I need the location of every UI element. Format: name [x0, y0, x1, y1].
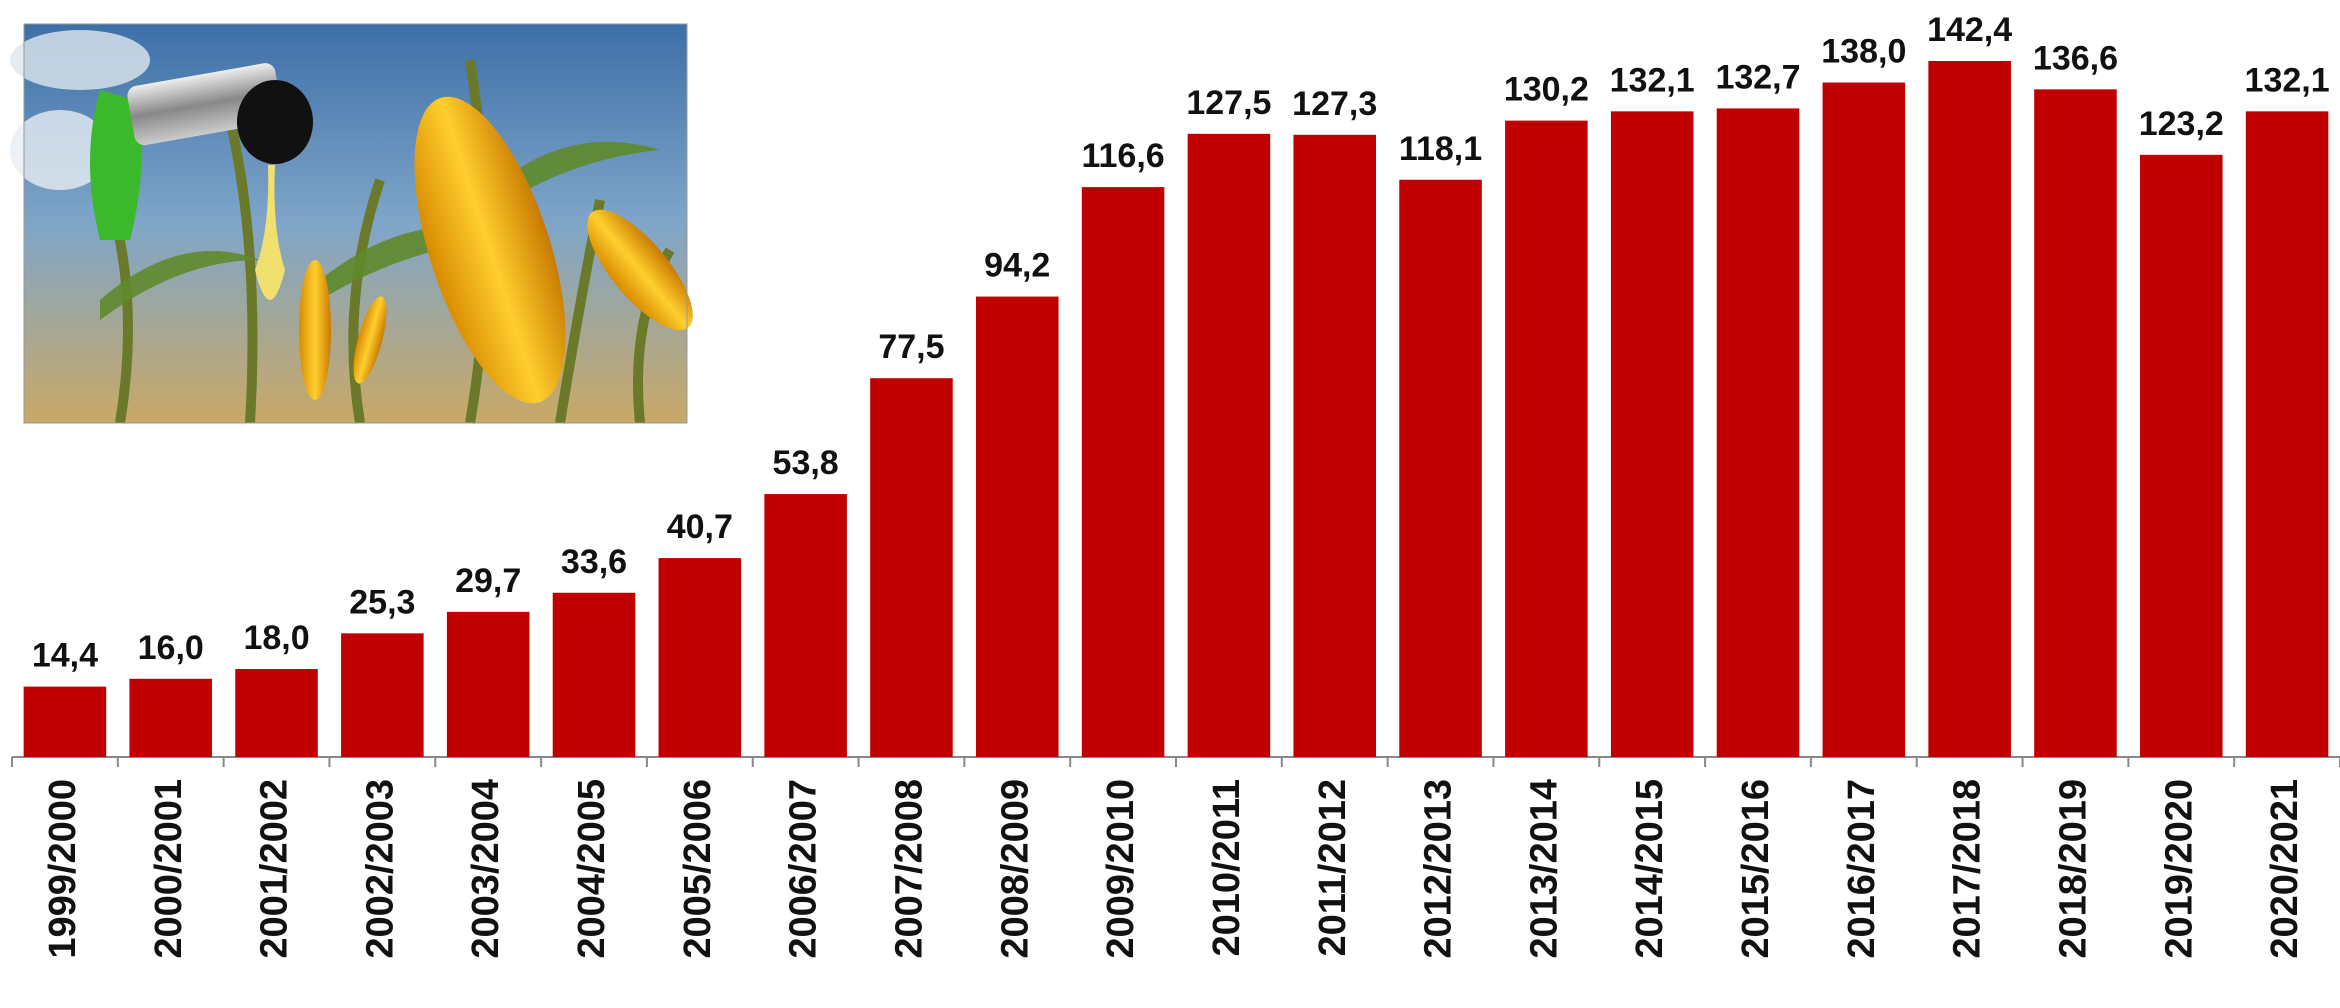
x-tick-label: 2002/2003: [359, 779, 401, 959]
value-label: 116,6: [1081, 137, 1164, 175]
bar: [1505, 120, 1588, 757]
bar: [446, 611, 530, 757]
value-label: 18,0: [243, 619, 309, 657]
value-label: 132,1: [2245, 61, 2330, 99]
value-label: 138,0: [1821, 33, 1906, 71]
x-tick-label: 1999/2000: [42, 779, 84, 959]
bar: [552, 592, 636, 757]
x-tick-label: 2020/2021: [2264, 779, 2306, 959]
bar: [870, 378, 953, 757]
bar: [341, 633, 424, 757]
bar: [658, 558, 742, 757]
bar: [2034, 89, 2117, 757]
value-label: 14,4: [32, 637, 98, 675]
x-tick-label: 2006/2007: [783, 779, 825, 959]
value-label: 16,0: [138, 629, 204, 667]
photo: [10, 23, 693, 424]
value-label: 123,2: [2139, 105, 2224, 143]
value-label: 94,2: [984, 247, 1050, 285]
value-label: 127,5: [1186, 84, 1271, 122]
x-tick-label: 2001/2002: [254, 779, 296, 959]
value-label: 40,7: [667, 508, 733, 546]
x-tick-label: 2010/2011: [1206, 779, 1248, 957]
x-tick-label: 2012/2013: [1418, 779, 1460, 959]
bar: [2245, 111, 2329, 757]
x-tick-label: 2014/2015: [1629, 779, 1671, 959]
bar: [1822, 82, 1906, 757]
bar: [23, 686, 107, 757]
value-label: 130,2: [1504, 71, 1589, 109]
bar: [1716, 108, 1800, 758]
x-tick-label: 2015/2016: [1735, 779, 1777, 959]
bar: [1610, 111, 1694, 757]
bar: [235, 669, 318, 757]
bar: [976, 296, 1059, 757]
x-tick-label: 2013/2014: [1523, 779, 1565, 959]
value-label: 118,1: [1399, 130, 1482, 168]
x-tick-label: 2000/2001: [148, 779, 190, 959]
x-tick-label: 2005/2006: [677, 779, 719, 959]
bar: [1399, 179, 1482, 758]
x-tick-label: 2009/2010: [1100, 779, 1142, 959]
bar: [1081, 187, 1165, 757]
bar: [764, 494, 847, 757]
x-tick-label: 2011/2012: [1312, 779, 1354, 957]
value-label: 132,1: [1610, 61, 1695, 99]
bar: [1928, 61, 2011, 757]
value-label: 132,7: [1715, 58, 1800, 96]
value-label: 29,7: [455, 562, 521, 600]
value-label: 142,4: [1927, 11, 2012, 49]
x-tick-label: 2016/2017: [1841, 779, 1883, 959]
x-tick-label: 2003/2004: [465, 779, 507, 959]
value-label: 77,5: [878, 328, 944, 366]
x-tick-label: 2019/2020: [2158, 779, 2200, 959]
x-tick-label: 2008/2009: [994, 779, 1036, 959]
x-tick-label: 2018/2019: [2052, 779, 2094, 959]
x-tick-label: 2007/2008: [888, 779, 930, 959]
bar: [1293, 134, 1376, 758]
x-tick-label: 2017/2018: [1947, 779, 1989, 959]
value-label: 127,3: [1292, 85, 1377, 123]
x-tick-label: 2004/2005: [571, 779, 613, 959]
bar: [129, 678, 212, 757]
bar: [1187, 133, 1271, 758]
bar: [2140, 154, 2223, 757]
value-label: 25,3: [349, 583, 415, 621]
value-label: 53,8: [773, 444, 839, 482]
value-label: 136,6: [2033, 39, 2118, 77]
value-label: 33,6: [561, 543, 627, 581]
